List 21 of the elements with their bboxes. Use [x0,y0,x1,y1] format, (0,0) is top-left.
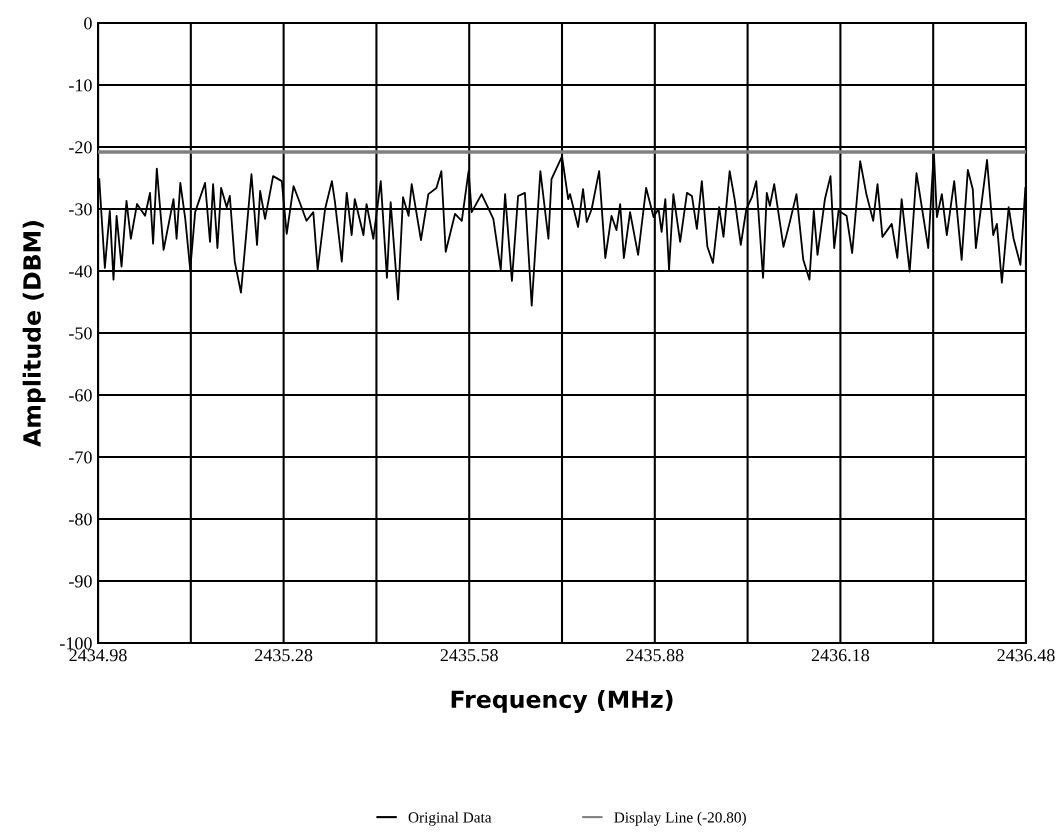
legend-label: Display Line (-20.80) [614,811,746,826]
x-tick-label: 2436.48 [997,649,1055,662]
y-tick-label: -100 [60,637,92,650]
y-tick-label: -90 [69,575,92,588]
y-tick-label: -40 [69,265,92,278]
x-tick-label: 2436.18 [811,649,870,662]
y-tick-label: -20 [69,141,92,154]
x-tick-label: 2435.58 [440,649,498,662]
y-tick-label: -50 [69,327,92,340]
y-tick-label: 0 [84,17,92,30]
y-tick-label: -60 [69,389,92,402]
x-tick-label: 2435.88 [626,649,684,662]
y-tick-label: -10 [69,79,92,92]
x-axis-title: Frequency (MHz) [451,689,673,713]
x-tick-label: 2435.28 [255,649,313,662]
y-tick-label: -80 [69,513,92,526]
y-axis-title: Amplitude (DBM) [22,221,46,447]
y-tick-label: -30 [69,203,92,216]
legend-label: Original Data [408,811,492,826]
y-tick-label: -70 [69,451,92,464]
x-tick-label: 2434.98 [69,649,127,662]
